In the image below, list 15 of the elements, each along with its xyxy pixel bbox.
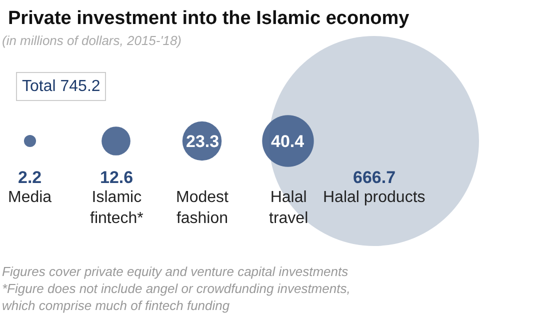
data-label: 2.2 xyxy=(18,168,42,187)
category-label: Islamic fintech* xyxy=(90,189,144,227)
category-label: Halal products xyxy=(323,189,426,206)
text: Total 745.2 xyxy=(22,78,100,95)
category-label: Halal travel xyxy=(269,189,308,227)
category-label: Modest fashion xyxy=(176,189,230,227)
text: Figures cover private equity and venture capital investments xyxy=(2,264,349,279)
text: Private investment into the Islamic economy xyxy=(8,8,410,29)
data-label: 666.7 xyxy=(353,168,396,187)
text: (in millions of dollars, 2015-'18) xyxy=(2,33,182,48)
text: *Figure does not include angel or crowdfunding investments, which comprise much of fintech funding xyxy=(2,281,350,313)
data-label: 40.4 xyxy=(271,132,305,151)
category-label: Media xyxy=(8,189,52,206)
data-label: 23.3 xyxy=(186,132,220,151)
data-label: 12.6 xyxy=(100,168,134,187)
